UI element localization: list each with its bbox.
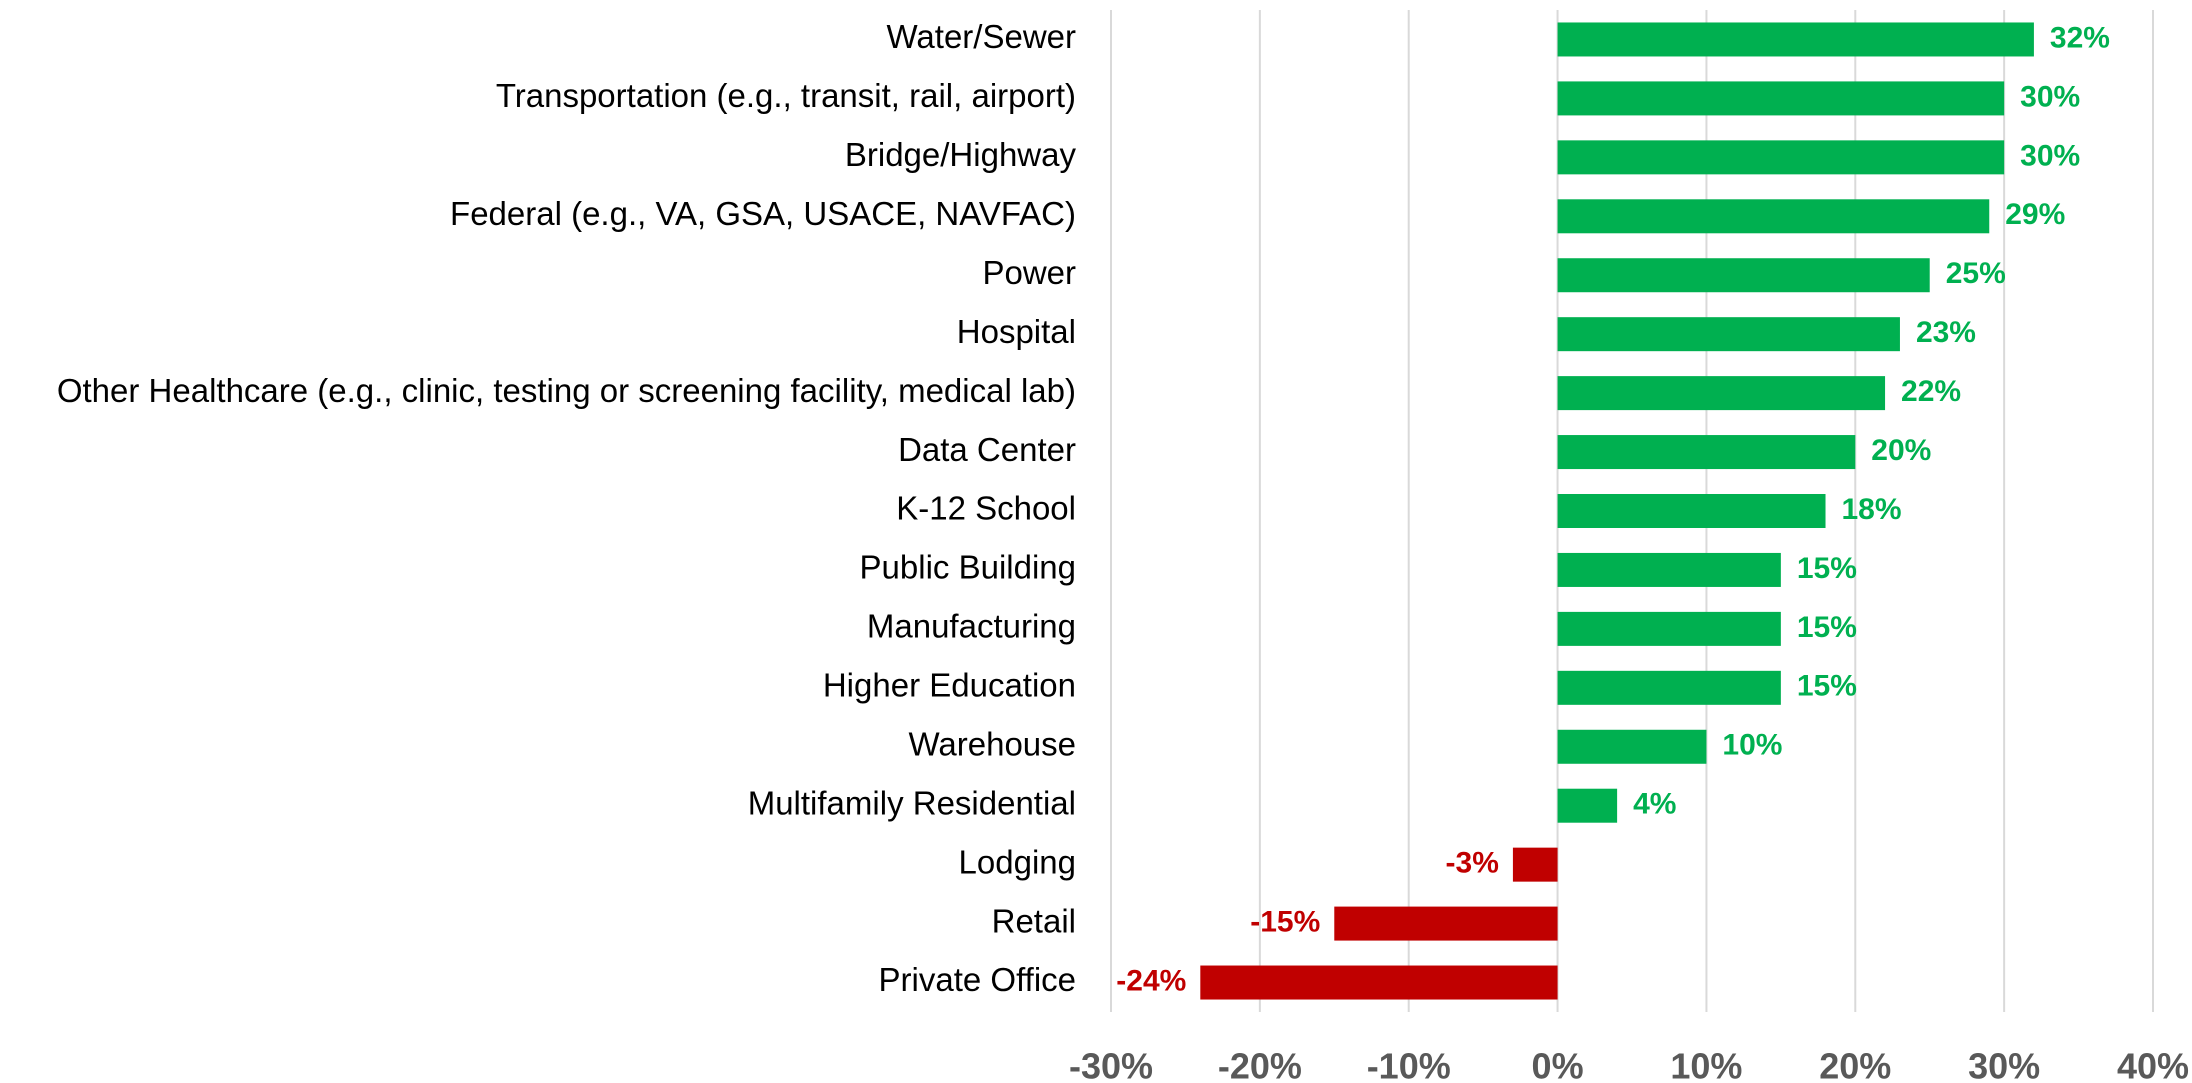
bar — [1334, 906, 1558, 941]
value-label: 18% — [1842, 493, 1902, 526]
value-label: 10% — [1722, 729, 1782, 762]
bar — [1557, 81, 2005, 116]
bar — [1557, 376, 1886, 411]
value-label: -3% — [1446, 847, 1499, 880]
bar — [1557, 258, 1930, 293]
x-tick-label: 20% — [1819, 1046, 1891, 1083]
category-label: Multifamily Residential — [748, 784, 1076, 821]
value-label: 29% — [2005, 198, 2065, 231]
x-tick-label: 40% — [2117, 1046, 2189, 1083]
category-label: Data Center — [898, 431, 1076, 468]
category-label: Hospital — [957, 313, 1076, 350]
value-label: 15% — [1797, 670, 1857, 703]
value-label: 4% — [1633, 788, 1676, 821]
value-label: 25% — [1946, 257, 2006, 290]
x-tick-label: -10% — [1367, 1046, 1451, 1083]
category-label: Power — [982, 254, 1076, 291]
value-label: 15% — [1797, 611, 1857, 644]
bar — [1557, 199, 1990, 234]
category-label: Private Office — [879, 961, 1076, 998]
value-label: 22% — [1901, 375, 1961, 408]
category-label: Retail — [992, 902, 1076, 939]
bar — [1557, 611, 1781, 646]
value-label: 30% — [2020, 80, 2080, 113]
category-label: K-12 School — [896, 490, 1076, 527]
category-label: Water/Sewer — [887, 18, 1077, 55]
x-tick-label: -30% — [1069, 1046, 1153, 1083]
bar — [1557, 729, 1707, 764]
x-tick-label: -20% — [1218, 1046, 1302, 1083]
category-label: Bridge/Highway — [845, 136, 1077, 173]
category-label: Higher Education — [823, 667, 1076, 704]
bar — [1557, 494, 1826, 528]
x-tick-label: 0% — [1532, 1046, 1584, 1083]
bar — [1557, 552, 1781, 587]
value-label: 23% — [1916, 316, 1976, 349]
x-tick-label: 30% — [1968, 1046, 2040, 1083]
value-label: 30% — [2020, 139, 2080, 172]
category-label: Manufacturing — [867, 608, 1076, 645]
bar — [1512, 847, 1558, 882]
category-label: Public Building — [860, 549, 1076, 586]
bar — [1557, 22, 2034, 57]
category-label: Other Healthcare (e.g., clinic, testing … — [57, 372, 1076, 409]
value-label: 32% — [2050, 21, 2110, 54]
bar — [1557, 670, 1781, 705]
category-label: Transportation (e.g., transit, rail, air… — [496, 77, 1076, 114]
value-label: -15% — [1250, 906, 1320, 939]
category-label: Warehouse — [908, 725, 1076, 762]
category-label: Lodging — [959, 843, 1076, 880]
bar — [1557, 317, 1900, 352]
value-label: -24% — [1116, 964, 1186, 997]
x-tick-label: 10% — [1670, 1046, 1742, 1083]
value-label: 20% — [1871, 434, 1931, 467]
bar — [1200, 965, 1558, 1000]
bar — [1557, 788, 1618, 823]
bar — [1557, 140, 2005, 175]
value-label: 15% — [1797, 552, 1857, 585]
bar — [1557, 435, 1856, 470]
category-label: Federal (e.g., VA, GSA, USACE, NAVFAC) — [450, 195, 1076, 232]
